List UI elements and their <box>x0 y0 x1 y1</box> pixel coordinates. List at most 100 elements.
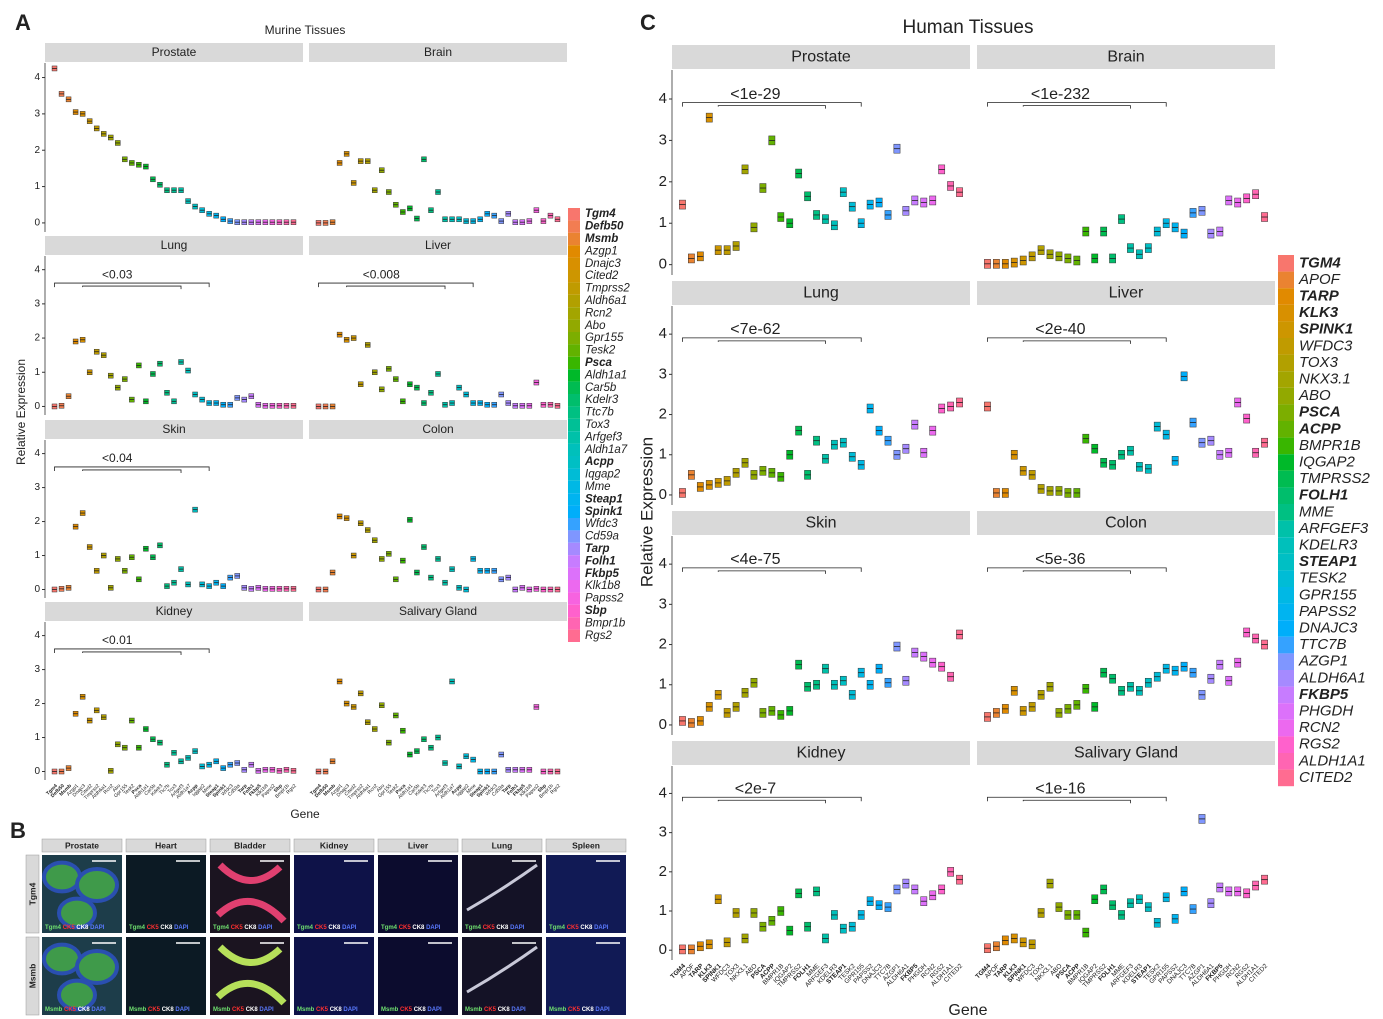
gland <box>59 981 95 1010</box>
stain-name: Tgm4 <box>297 925 314 931</box>
column-header: Bladder <box>234 840 266 850</box>
column-header: Spleen <box>572 840 600 850</box>
legend-swatch <box>1278 471 1294 488</box>
facet-title: Prostate <box>791 49 851 66</box>
stain-name: CK5 <box>315 925 328 931</box>
legend-swatch <box>568 506 580 518</box>
stain-name: DAPI <box>427 1007 442 1013</box>
legend-swatch <box>568 406 580 418</box>
legend-label: RGS2 <box>1299 736 1341 753</box>
stain-name: CK8 <box>160 925 173 931</box>
panel-letter: A <box>15 10 31 35</box>
legend-label: Acpp <box>584 456 614 468</box>
stain-name: DAPI <box>511 1007 526 1013</box>
legend-swatch <box>568 431 580 443</box>
significance-label: <1e-232 <box>1031 86 1090 103</box>
y-tick-label: 0 <box>34 218 40 229</box>
stain-name: Tgm4 <box>45 925 62 931</box>
legend-label: DNAJC3 <box>1299 619 1358 636</box>
stain-name: DAPI <box>510 925 525 931</box>
stain-name: CK5 <box>399 925 412 931</box>
significance-bracket <box>682 103 861 109</box>
legend-label: Wfdc3 <box>585 518 618 530</box>
legend-swatch <box>568 357 580 369</box>
significance-bracket <box>987 103 1166 109</box>
legend-swatch <box>568 270 580 282</box>
legend-label: TMPRSS2 <box>1299 470 1371 487</box>
stain-name: CK8 <box>78 1007 91 1013</box>
y-tick-label: 1 <box>659 446 667 463</box>
legend-swatch <box>1278 404 1294 421</box>
legend-label: Tarp <box>585 543 610 555</box>
stain-name: CK5 <box>483 925 496 931</box>
y-tick-label: 1 <box>34 181 40 192</box>
legend-swatch <box>1278 637 1294 654</box>
facet-title: Lung <box>803 285 839 302</box>
legend-swatch <box>568 468 580 480</box>
legend-label: AZGP1 <box>1298 653 1348 670</box>
legend-label: Aldh6a1 <box>584 295 627 307</box>
micrograph <box>462 937 542 1015</box>
stain-caption: Tgm4 CK5 CK8 DAPI <box>297 925 357 931</box>
legend-label: CITED2 <box>1299 769 1353 786</box>
facet-title: Colon <box>1105 515 1147 532</box>
stain-name: CK5 <box>63 925 76 931</box>
stain-caption: Msmb CK5 CK8 DAPI <box>549 1007 610 1013</box>
stain-caption: Msmb CK5 CK8 DAPI <box>465 1007 526 1013</box>
stain-name: DAPI <box>595 1007 610 1013</box>
stain-name: DAPI <box>343 1007 358 1013</box>
stain-name: CK5 <box>232 1007 245 1013</box>
legend-swatch <box>1278 554 1294 571</box>
legend-label: KDELR3 <box>1299 536 1358 553</box>
y-tick-label: 1 <box>34 550 40 561</box>
legend-label: TTC7B <box>1299 636 1347 653</box>
stain-name: Tgm4 <box>381 925 398 931</box>
column-header: Lung <box>492 840 513 850</box>
chart-title: Human Tissues <box>903 17 1034 38</box>
legend-label: FKBP5 <box>1299 686 1349 703</box>
stain-caption: Tgm4 CK5 CK8 DAPI <box>549 925 609 931</box>
significance-label: <2e-40 <box>1035 321 1085 338</box>
legend-label: Aldh1a1 <box>584 369 627 381</box>
stain-name: DAPI <box>90 925 105 931</box>
micrograph <box>378 855 458 933</box>
significance-bracket <box>682 338 861 344</box>
significance-bracket <box>55 467 210 473</box>
facet-title: Kidney <box>156 604 193 618</box>
legend-swatch <box>568 320 580 332</box>
y-tick-label: 3 <box>659 365 667 382</box>
legend-label: Fkbp5 <box>585 568 619 580</box>
y-tick-label: 1 <box>659 902 667 919</box>
y-tick-label: 1 <box>34 367 40 378</box>
legend-swatch <box>1278 620 1294 637</box>
significance-bracket <box>55 283 210 289</box>
significance-label: <0.04 <box>102 451 133 465</box>
legend-swatch <box>1278 521 1294 538</box>
legend-swatch <box>568 282 580 294</box>
stain-name: Tgm4 <box>213 925 230 931</box>
x-axis-label: Gene <box>290 807 320 821</box>
legend-label: ACPP <box>1298 420 1342 437</box>
facet-title: Colon <box>422 422 453 436</box>
stain-caption: Tgm4 CK5 CK8 DAPI <box>465 925 525 931</box>
significance-label: <0.03 <box>102 267 133 281</box>
facet-title: Skin <box>162 422 185 436</box>
stain-name: CK8 <box>496 925 509 931</box>
y-tick-label: 2 <box>659 636 667 653</box>
legend-swatch <box>1278 504 1294 521</box>
significance-bracket <box>319 283 474 289</box>
legend-swatch <box>568 344 580 356</box>
stain-name: DAPI <box>91 1007 106 1013</box>
y-tick-label: 0 <box>659 941 667 958</box>
legend-label: Dnajc3 <box>585 258 621 270</box>
y-tick-label: 0 <box>659 716 667 733</box>
legend-swatch <box>1278 338 1294 355</box>
stain-name: DAPI <box>175 1007 190 1013</box>
legend-swatch <box>1278 753 1294 770</box>
legend-label: NKX3.1 <box>1299 370 1351 387</box>
gland <box>59 899 95 928</box>
legend-swatch <box>1278 670 1294 687</box>
facet-title: Skin <box>805 515 836 532</box>
legend-swatch <box>568 530 580 542</box>
legend-label: Aldh1a7 <box>584 444 628 456</box>
